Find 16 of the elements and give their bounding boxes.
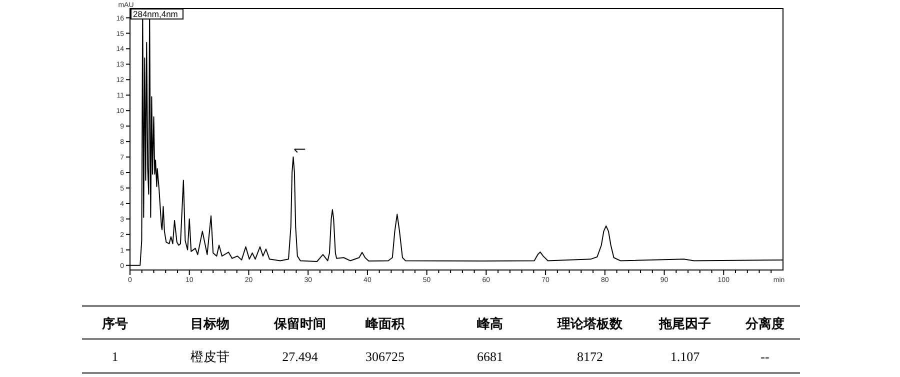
- text: 目标物: [190, 317, 230, 332]
- text: 8172: [577, 349, 603, 364]
- text: 27.494: [282, 349, 318, 364]
- text: 分离度: [744, 316, 784, 332]
- text: 306725: [366, 349, 404, 364]
- text: 序号: [101, 316, 128, 332]
- annotation: 284nm,4nm: [133, 9, 178, 19]
- text: --: [760, 349, 770, 364]
- text: 保留时间: [273, 317, 326, 332]
- text: 橙皮苷: [190, 349, 230, 364]
- text: 6681: [477, 349, 503, 364]
- text: 峰高: [477, 316, 503, 332]
- text: 拖尾因子: [658, 317, 711, 332]
- text: 理论塔板数: [556, 317, 624, 332]
- text: 峰面积: [366, 317, 406, 332]
- text: 1.107: [670, 349, 700, 364]
